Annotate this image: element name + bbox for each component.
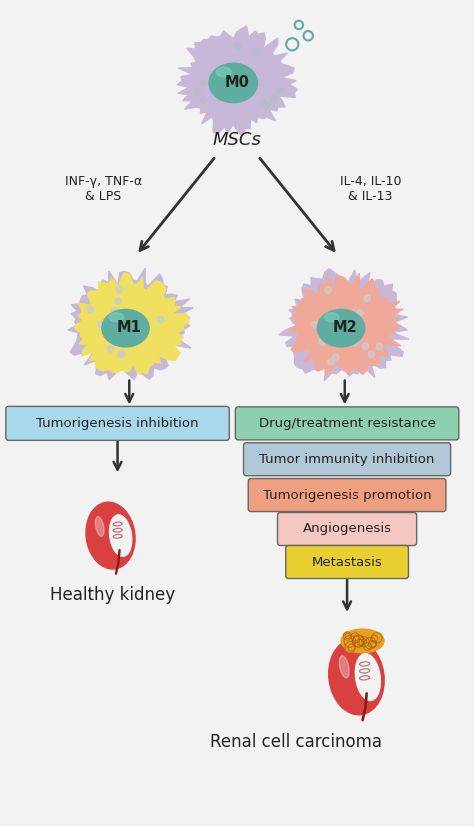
- Polygon shape: [177, 26, 298, 135]
- Text: Healthy kidney: Healthy kidney: [50, 586, 175, 604]
- Circle shape: [364, 295, 371, 301]
- Polygon shape: [279, 268, 409, 381]
- Ellipse shape: [324, 313, 339, 322]
- Circle shape: [260, 100, 267, 107]
- Circle shape: [118, 350, 125, 357]
- Ellipse shape: [95, 517, 104, 536]
- FancyBboxPatch shape: [6, 406, 229, 440]
- Text: Tumorigenesis inhibition: Tumorigenesis inhibition: [36, 417, 199, 430]
- Circle shape: [115, 298, 121, 305]
- Circle shape: [116, 286, 123, 292]
- Circle shape: [200, 97, 207, 103]
- Ellipse shape: [109, 515, 132, 557]
- Text: INF-γ, TNF-α
& LPS: INF-γ, TNF-α & LPS: [65, 175, 142, 203]
- Circle shape: [357, 639, 363, 645]
- FancyBboxPatch shape: [277, 512, 417, 545]
- Circle shape: [343, 632, 352, 640]
- Circle shape: [371, 635, 378, 643]
- Text: Tumor immunity inhibition: Tumor immunity inhibition: [259, 453, 435, 466]
- Circle shape: [217, 93, 224, 99]
- Ellipse shape: [209, 64, 257, 102]
- Circle shape: [376, 344, 383, 350]
- Text: Drug/treatment resistance: Drug/treatment resistance: [259, 417, 436, 430]
- Ellipse shape: [109, 313, 124, 322]
- Polygon shape: [74, 273, 189, 374]
- Circle shape: [253, 49, 259, 55]
- Polygon shape: [289, 273, 403, 375]
- Circle shape: [131, 332, 137, 339]
- Circle shape: [357, 310, 363, 316]
- Circle shape: [319, 339, 326, 345]
- Circle shape: [328, 358, 335, 365]
- Ellipse shape: [86, 502, 135, 569]
- Ellipse shape: [339, 656, 349, 678]
- Circle shape: [372, 633, 382, 643]
- Circle shape: [333, 354, 339, 360]
- Circle shape: [368, 351, 374, 358]
- Circle shape: [142, 327, 148, 334]
- Circle shape: [235, 43, 241, 50]
- Circle shape: [127, 318, 134, 325]
- Circle shape: [351, 633, 359, 641]
- Ellipse shape: [102, 310, 149, 347]
- Circle shape: [87, 306, 93, 313]
- Circle shape: [124, 321, 131, 328]
- Circle shape: [345, 642, 356, 653]
- Circle shape: [111, 308, 118, 315]
- Text: Renal cell carcinoma: Renal cell carcinoma: [210, 733, 382, 751]
- Circle shape: [338, 336, 345, 343]
- Text: M1: M1: [117, 320, 142, 335]
- Circle shape: [359, 637, 369, 647]
- Text: IL-4, IL-10
& IL-13: IL-4, IL-10 & IL-13: [340, 175, 401, 203]
- Circle shape: [118, 351, 124, 358]
- Circle shape: [277, 87, 283, 93]
- Circle shape: [362, 638, 367, 643]
- Circle shape: [121, 316, 128, 323]
- Circle shape: [200, 80, 207, 87]
- Circle shape: [353, 635, 365, 647]
- Circle shape: [363, 343, 369, 349]
- Circle shape: [214, 75, 221, 82]
- Circle shape: [348, 644, 355, 651]
- Circle shape: [369, 640, 376, 648]
- Circle shape: [352, 339, 359, 345]
- Circle shape: [371, 641, 377, 647]
- Circle shape: [157, 316, 164, 323]
- Circle shape: [344, 635, 356, 648]
- Circle shape: [353, 636, 360, 643]
- Text: M0: M0: [225, 75, 249, 90]
- Circle shape: [270, 96, 276, 102]
- Circle shape: [264, 102, 270, 108]
- FancyBboxPatch shape: [286, 545, 409, 578]
- Circle shape: [364, 643, 371, 650]
- Text: Tumorigenesis promotion: Tumorigenesis promotion: [263, 488, 431, 501]
- Ellipse shape: [341, 629, 384, 653]
- Ellipse shape: [328, 639, 384, 714]
- Circle shape: [256, 79, 263, 86]
- Circle shape: [98, 321, 104, 328]
- Circle shape: [108, 345, 114, 352]
- Circle shape: [345, 634, 350, 638]
- Polygon shape: [68, 268, 193, 380]
- Circle shape: [352, 635, 364, 647]
- Ellipse shape: [318, 310, 365, 347]
- Circle shape: [365, 638, 376, 649]
- Circle shape: [195, 88, 202, 94]
- Circle shape: [325, 287, 331, 293]
- Ellipse shape: [356, 653, 381, 700]
- Text: M2: M2: [332, 320, 357, 335]
- Text: Metastasis: Metastasis: [312, 556, 383, 568]
- FancyBboxPatch shape: [248, 478, 446, 511]
- Ellipse shape: [216, 67, 231, 77]
- Text: MSCs: MSCs: [212, 131, 262, 150]
- Circle shape: [312, 321, 319, 328]
- FancyBboxPatch shape: [236, 407, 459, 440]
- Text: Angiogenesis: Angiogenesis: [302, 523, 392, 535]
- FancyBboxPatch shape: [244, 443, 451, 476]
